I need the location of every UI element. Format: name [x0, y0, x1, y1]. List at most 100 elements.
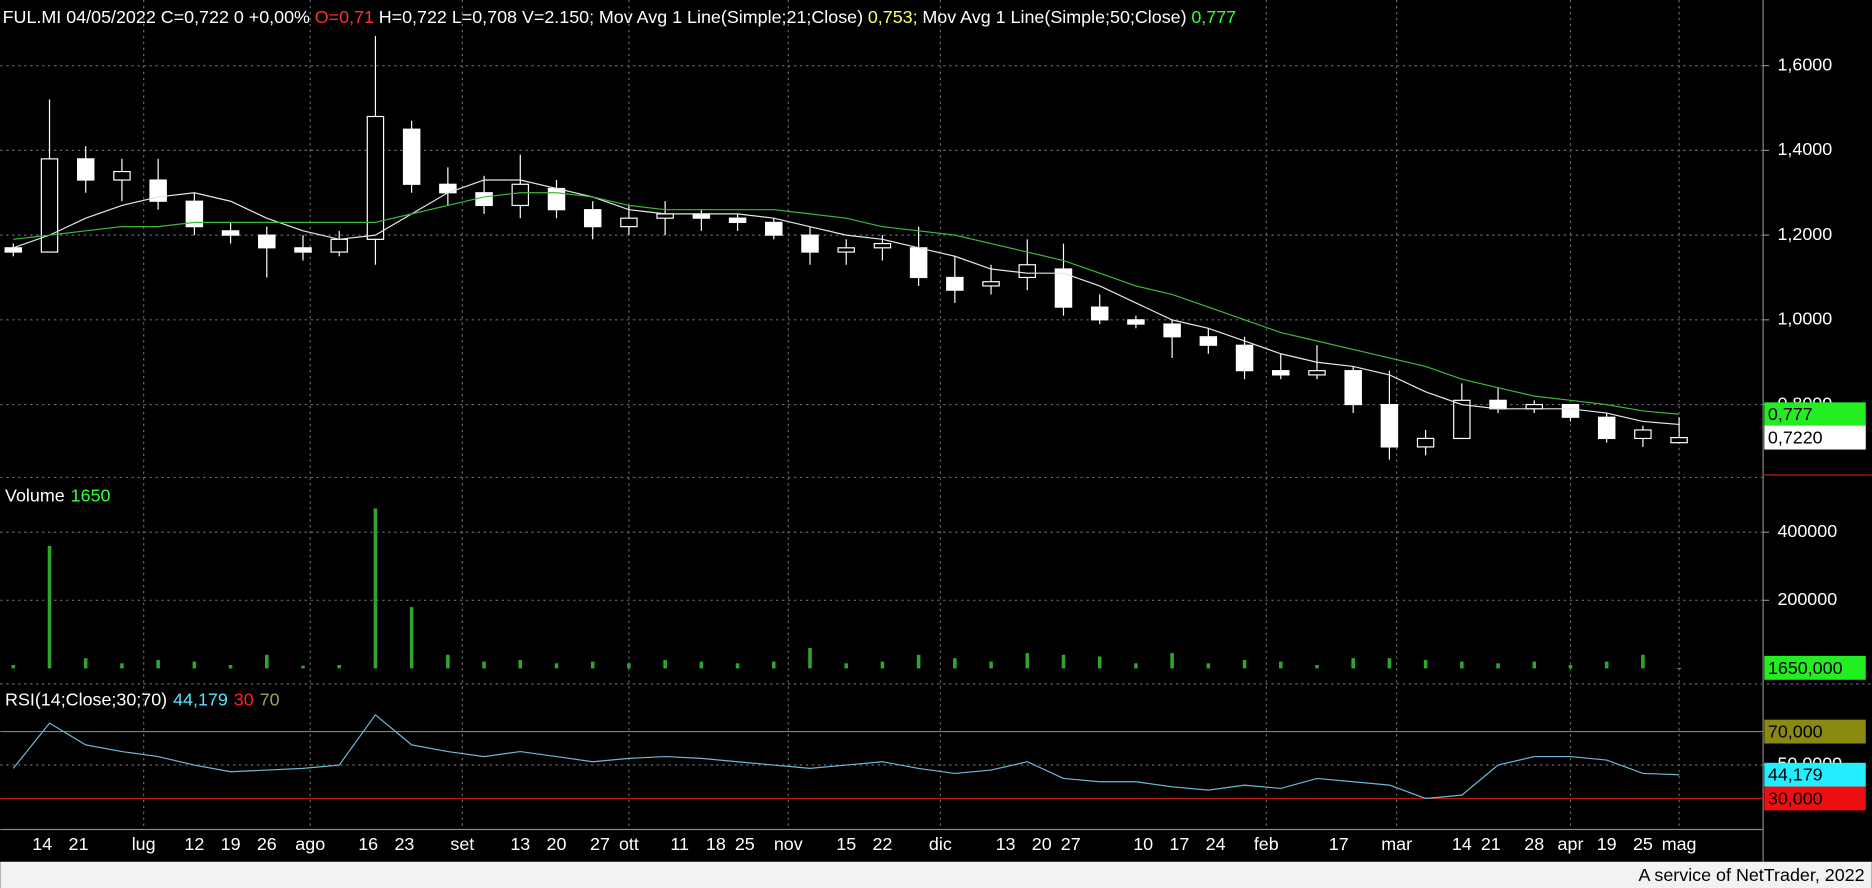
x-tick-label: 23 [394, 834, 414, 854]
volume-bar [120, 663, 124, 669]
x-tick-label: feb [1254, 834, 1279, 854]
volume-bar [1568, 665, 1573, 669]
x-tick-label: 13 [996, 834, 1016, 854]
legend-value: 0,777 [1191, 7, 1236, 27]
candle-body [1344, 370, 1362, 406]
x-tick-label: 11 [670, 834, 689, 854]
x-tick-label: 19 [1597, 834, 1617, 854]
volume-bar [1423, 659, 1428, 669]
volume-bar [880, 661, 885, 669]
candle-body [294, 247, 312, 253]
y-tick-label: 1,4000 [1777, 139, 1832, 159]
x-tick-label: 27 [1061, 834, 1081, 854]
header-part: O=0,71 [315, 7, 374, 27]
panel-name: RSI(14;Close;30;70) [5, 689, 167, 709]
candle-body [1670, 437, 1688, 444]
x-tick-label: lug [132, 834, 156, 854]
candle-body [765, 221, 783, 236]
x-tick-label: set [450, 834, 474, 854]
x-tick-label: ago [295, 834, 325, 854]
volume-bar [916, 654, 921, 669]
candle-body [113, 170, 131, 181]
x-tick-label: 20 [547, 834, 567, 854]
candle-body [583, 209, 602, 228]
candle-body [1525, 403, 1544, 410]
candle-body [1416, 437, 1435, 448]
price-box-label: 30,000 [1768, 788, 1823, 808]
volume-bar [1061, 654, 1066, 669]
volume-bar [1025, 653, 1030, 669]
price-box [1764, 425, 1866, 450]
candle-body [1090, 306, 1109, 321]
candle-body [656, 213, 674, 219]
volume-bar [518, 659, 523, 669]
volume-bar [663, 659, 667, 669]
volume-bar [808, 647, 812, 669]
x-tick-label: 16 [358, 834, 378, 854]
candle-body [511, 183, 530, 207]
volume-bar [735, 663, 740, 669]
header-part: H=0,722 L=0,708 V=2.150 [379, 7, 589, 27]
candle-body [40, 158, 59, 253]
x-tick-label: 21 [1481, 834, 1501, 854]
candle-body [1199, 336, 1218, 346]
candle-body [728, 217, 747, 223]
moving-average [13, 192, 1680, 415]
candle-body [1453, 399, 1471, 440]
volume-bar [1532, 661, 1537, 669]
x-tick-label: 12 [184, 834, 204, 854]
volume-bar [11, 665, 16, 669]
price-box-label: 0,7220 [1768, 428, 1823, 448]
volume-bar [1170, 653, 1174, 669]
x-tick-label: nov [774, 834, 803, 854]
volume-bar [699, 661, 704, 669]
x-tick-label: 17 [1169, 834, 1189, 854]
x-tick-label: 28 [1524, 834, 1544, 854]
volume-bar [83, 658, 88, 669]
price-box [1764, 402, 1866, 427]
x-tick-label: 26 [257, 834, 277, 854]
x-tick-label: 22 [872, 834, 892, 854]
footer-bar [0, 861, 1872, 888]
x-tick-label: 21 [69, 834, 89, 854]
x-tick-label: 13 [510, 834, 530, 854]
level-label: 70 [260, 689, 280, 709]
price-box [1764, 762, 1866, 787]
volume-bar [47, 545, 52, 669]
volume-bar [1351, 658, 1355, 669]
candle-body [620, 217, 638, 228]
volume-bar [844, 663, 848, 669]
volume-bar [771, 661, 776, 669]
panel-value: 44,179 [173, 689, 228, 709]
candle-body [330, 238, 348, 253]
candle-body [1634, 429, 1652, 440]
volume-bar [264, 654, 269, 669]
x-tick-label: 27 [590, 834, 610, 854]
candle-body [185, 200, 204, 228]
candle-body [366, 115, 385, 240]
price-box-label: 0,777 [1768, 404, 1813, 424]
candle-body [1561, 403, 1580, 418]
x-tick-label: 14 [32, 834, 52, 854]
panel-title: Volume 1650 [5, 485, 111, 505]
candle-body [1235, 344, 1254, 372]
candle-body [1380, 403, 1399, 448]
x-tick-label: 14 [1452, 834, 1472, 854]
candle-body [946, 276, 964, 291]
x-tick-label: 10 [1133, 834, 1153, 854]
panel-title: RSI(14;Close;30;70) 44,179 30 70 [5, 689, 280, 709]
price-box-label: 44,179 [1768, 765, 1823, 785]
volume-bar [156, 659, 160, 669]
candle-body [1597, 416, 1616, 440]
volume-bar [554, 663, 559, 669]
moving-average [13, 179, 1680, 426]
volume-bar [1134, 663, 1138, 669]
volume-bar [953, 658, 957, 669]
y-tick-label: 1,2000 [1777, 224, 1832, 244]
volume-bar [373, 508, 378, 669]
volume-bar [301, 665, 305, 669]
candle-body [873, 242, 892, 249]
legend-value: 0,753 [868, 7, 913, 27]
